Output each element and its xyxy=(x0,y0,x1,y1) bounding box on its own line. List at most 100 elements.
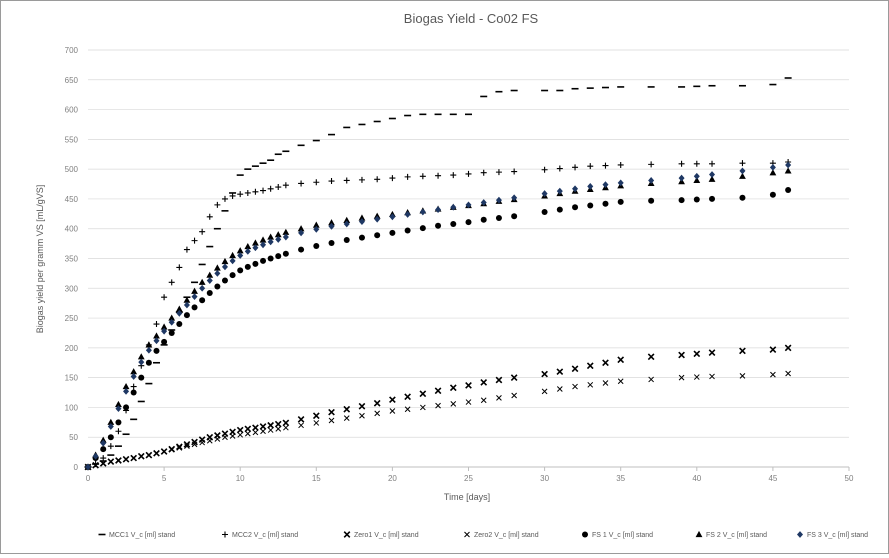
data-point xyxy=(769,346,777,354)
data-point xyxy=(572,204,579,211)
data-point xyxy=(709,195,716,202)
data-point xyxy=(313,225,320,233)
data-point xyxy=(358,218,365,225)
data-point xyxy=(184,443,190,450)
data-point xyxy=(244,430,251,437)
data-point xyxy=(214,269,221,277)
series-7 xyxy=(85,161,792,471)
data-point xyxy=(244,263,251,270)
data-point xyxy=(244,189,251,196)
legend-item: Zero2 V_c [ml] stand xyxy=(464,531,539,539)
data-point xyxy=(617,161,624,168)
data-point xyxy=(100,455,107,462)
legend-label: Zero1 V_c [ml] stand xyxy=(354,532,419,539)
data-point xyxy=(168,318,175,326)
data-point xyxy=(252,239,259,246)
y-tick-label: 100 xyxy=(65,403,79,412)
data-point xyxy=(617,179,624,187)
y-tick-label: 550 xyxy=(65,135,79,144)
x-tick-label: 10 xyxy=(236,474,245,483)
x-tick-label: 15 xyxy=(312,474,321,483)
data-point xyxy=(237,252,244,259)
data-point xyxy=(100,446,107,453)
data-point xyxy=(602,200,609,207)
data-point xyxy=(586,362,594,370)
data-point xyxy=(183,440,191,448)
data-point xyxy=(587,381,594,388)
data-point xyxy=(100,460,107,467)
data-point xyxy=(343,415,350,422)
data-point xyxy=(221,277,228,284)
data-point xyxy=(480,216,487,223)
y-tick-label: 450 xyxy=(65,195,79,204)
data-point xyxy=(138,358,145,366)
y-tick-label: 500 xyxy=(65,165,79,174)
legend-label: MCC1 V_c [ml] stand xyxy=(109,532,175,539)
data-point xyxy=(244,242,252,250)
data-point xyxy=(541,190,548,197)
data-point xyxy=(199,228,206,235)
data-point xyxy=(191,441,198,448)
data-point xyxy=(739,167,746,175)
data-point xyxy=(206,437,213,444)
data-point xyxy=(678,374,685,381)
data-point xyxy=(389,396,396,404)
data-point xyxy=(465,382,472,389)
data-point xyxy=(213,264,221,271)
data-point xyxy=(404,227,411,234)
data-point xyxy=(602,162,609,169)
data-point xyxy=(191,304,198,311)
data-point xyxy=(495,196,502,204)
data-point xyxy=(404,393,411,401)
legend-marker xyxy=(222,531,228,538)
data-point xyxy=(739,160,746,167)
data-point xyxy=(419,225,426,232)
data-point xyxy=(556,368,564,376)
x-tick-label: 35 xyxy=(616,474,625,483)
tick-labels: 0501001502002503003504004505005506006507… xyxy=(65,46,854,483)
data-point xyxy=(229,192,236,199)
data-point xyxy=(435,402,441,409)
data-point xyxy=(153,332,160,339)
data-point xyxy=(283,424,289,431)
data-point xyxy=(123,404,130,411)
legend-item: MCC2 V_c [ml] stand xyxy=(222,531,298,539)
data-point xyxy=(648,197,655,204)
data-point xyxy=(244,425,252,433)
data-point xyxy=(222,434,228,441)
data-point xyxy=(107,443,114,450)
data-point xyxy=(785,186,792,193)
y-tick-label: 0 xyxy=(74,463,79,472)
data-point xyxy=(678,174,685,182)
data-point xyxy=(693,350,701,358)
data-point xyxy=(602,181,609,189)
data-point xyxy=(229,272,236,279)
data-point xyxy=(153,450,160,457)
data-point xyxy=(160,323,168,330)
data-point xyxy=(161,448,167,455)
data-point xyxy=(267,255,274,262)
data-point xyxy=(328,178,335,185)
x-tick-label: 25 xyxy=(464,474,473,483)
data-point xyxy=(260,428,266,435)
data-point xyxy=(252,188,259,195)
series-1 xyxy=(84,77,792,468)
data-point xyxy=(374,215,381,223)
data-point xyxy=(298,246,305,253)
data-point xyxy=(198,436,206,443)
data-point xyxy=(260,241,267,249)
data-point xyxy=(275,253,282,260)
data-point xyxy=(617,198,624,205)
data-point xyxy=(229,433,236,439)
data-point xyxy=(153,347,160,354)
data-point xyxy=(709,160,716,167)
data-point xyxy=(137,353,145,360)
data-point xyxy=(221,257,229,265)
data-point xyxy=(785,161,792,169)
x-tick-label: 20 xyxy=(388,474,397,483)
data-point xyxy=(176,445,183,451)
y-tick-label: 50 xyxy=(69,433,78,442)
data-point xyxy=(267,421,275,429)
